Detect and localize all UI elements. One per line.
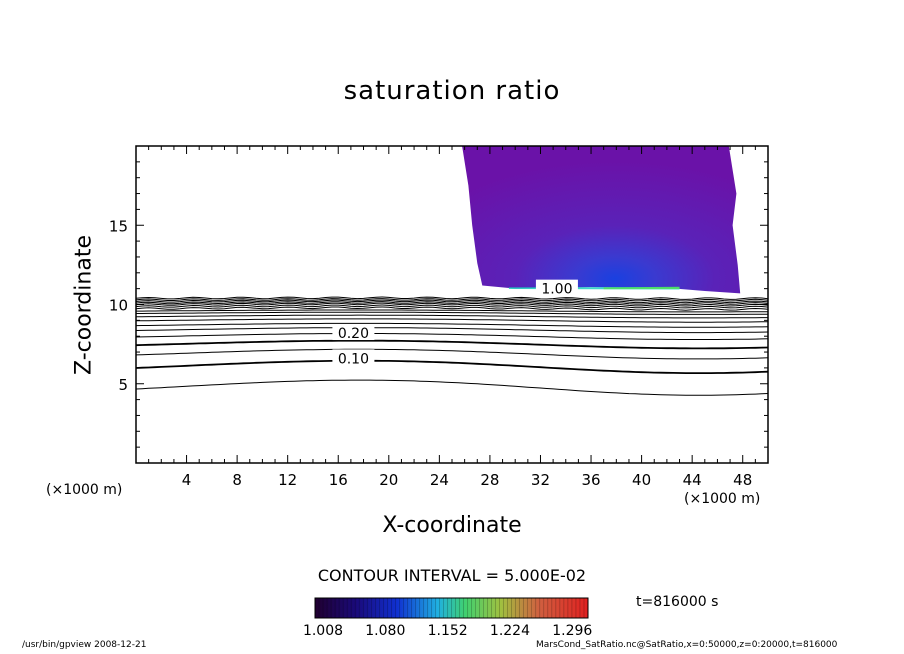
contour-line	[136, 379, 768, 396]
x-unit-label-left: (×1000 m)	[46, 482, 123, 498]
x-tick-label: 16	[329, 471, 348, 489]
contour-label: 1.00	[541, 282, 572, 298]
contour-line	[136, 298, 768, 302]
time-label: t=816000 s	[636, 594, 719, 610]
x-tick-label: 48	[733, 471, 752, 489]
chart-title: saturation ratio	[343, 76, 561, 106]
contour-label: 0.20	[338, 326, 369, 342]
x-tick-label: 36	[581, 471, 600, 489]
colorbar-tick-label: 1.296	[552, 623, 592, 639]
x-tick-label: 28	[480, 471, 499, 489]
x-tick-label: 20	[379, 471, 398, 489]
y-tick-label: 15	[109, 217, 128, 235]
contour-line	[136, 348, 768, 360]
contour-line	[136, 333, 768, 340]
contour-line	[136, 314, 768, 319]
contour-line	[136, 311, 768, 315]
contour-label-bg	[332, 349, 375, 366]
footer-right: MarsCond_SatRatio.nc@SatRatio,x=0:50000,…	[536, 640, 838, 650]
contour-lines	[136, 296, 768, 396]
contour-line	[136, 339, 768, 350]
shaded-saturation-area	[462, 146, 741, 294]
x-tick-label: 4	[182, 471, 192, 489]
contour-line	[136, 359, 768, 374]
x-tick-label: 40	[632, 471, 651, 489]
saturation-shaded-region	[462, 146, 741, 294]
colorbar-tick-label: 1.224	[490, 623, 530, 639]
contour-line	[136, 306, 768, 311]
x-tick-label: 12	[278, 471, 297, 489]
x-axis-label: X-coordinate	[382, 513, 522, 538]
colorbar-tick-label: 1.152	[428, 623, 468, 639]
contour-interval-text: CONTOUR INTERVAL = 5.000E-02	[317, 566, 587, 585]
x-tick-label: 44	[683, 471, 702, 489]
contour-line	[136, 327, 768, 334]
contour-line	[136, 318, 768, 323]
colorbar-tick-label: 1.008	[303, 623, 343, 639]
y-tick-label: 5	[118, 376, 128, 394]
contour-line	[136, 299, 768, 304]
contour-line	[136, 301, 768, 305]
contour-line	[136, 302, 768, 307]
contour-line	[136, 296, 768, 300]
contour-labels: 0.10 0.20 1.00	[332, 279, 578, 367]
peak-saturation-band	[603, 286, 680, 290]
contour-label-bg	[535, 279, 578, 296]
y-tick-label: 10	[109, 297, 128, 315]
y-axis-label: Z-coordinate	[71, 235, 97, 375]
footer-left: /usr/bin/gpview 2008-12-21	[22, 640, 147, 650]
contour-label: 0.10	[338, 351, 369, 367]
x-tick-label: 32	[531, 471, 550, 489]
contour-line	[136, 309, 768, 313]
x-tick-label: 8	[232, 471, 242, 489]
colorbar-tick-label: 1.080	[365, 623, 405, 639]
contour-label-bg	[332, 324, 375, 341]
colorbar: 1.008 1.080 1.152 1.224 1.296	[303, 597, 592, 639]
x-unit-label-right: (×1000 m)	[684, 491, 761, 507]
x-tick-label: 24	[430, 471, 449, 489]
contour-line	[136, 304, 768, 309]
contour-line	[136, 322, 768, 328]
